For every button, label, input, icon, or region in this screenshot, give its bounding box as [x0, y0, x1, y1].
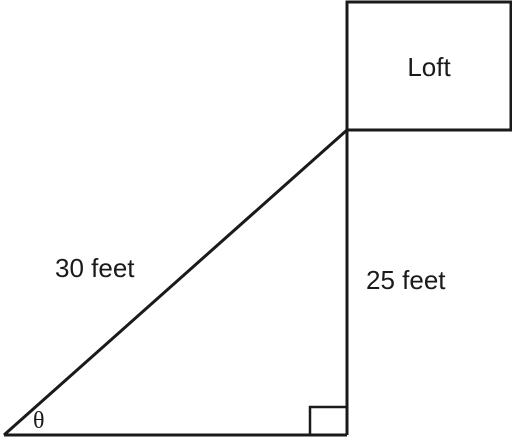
loft-label: Loft [407, 52, 451, 82]
vertical-leg-label: 25 feet [366, 265, 446, 295]
angle-theta-label: θ [33, 408, 45, 434]
right-angle-marker [308, 405, 347, 435]
loft-box [345, 0, 512, 132]
hypotenuse-label: 30 feet [55, 253, 135, 283]
hypotenuse-line [3, 128, 348, 437]
